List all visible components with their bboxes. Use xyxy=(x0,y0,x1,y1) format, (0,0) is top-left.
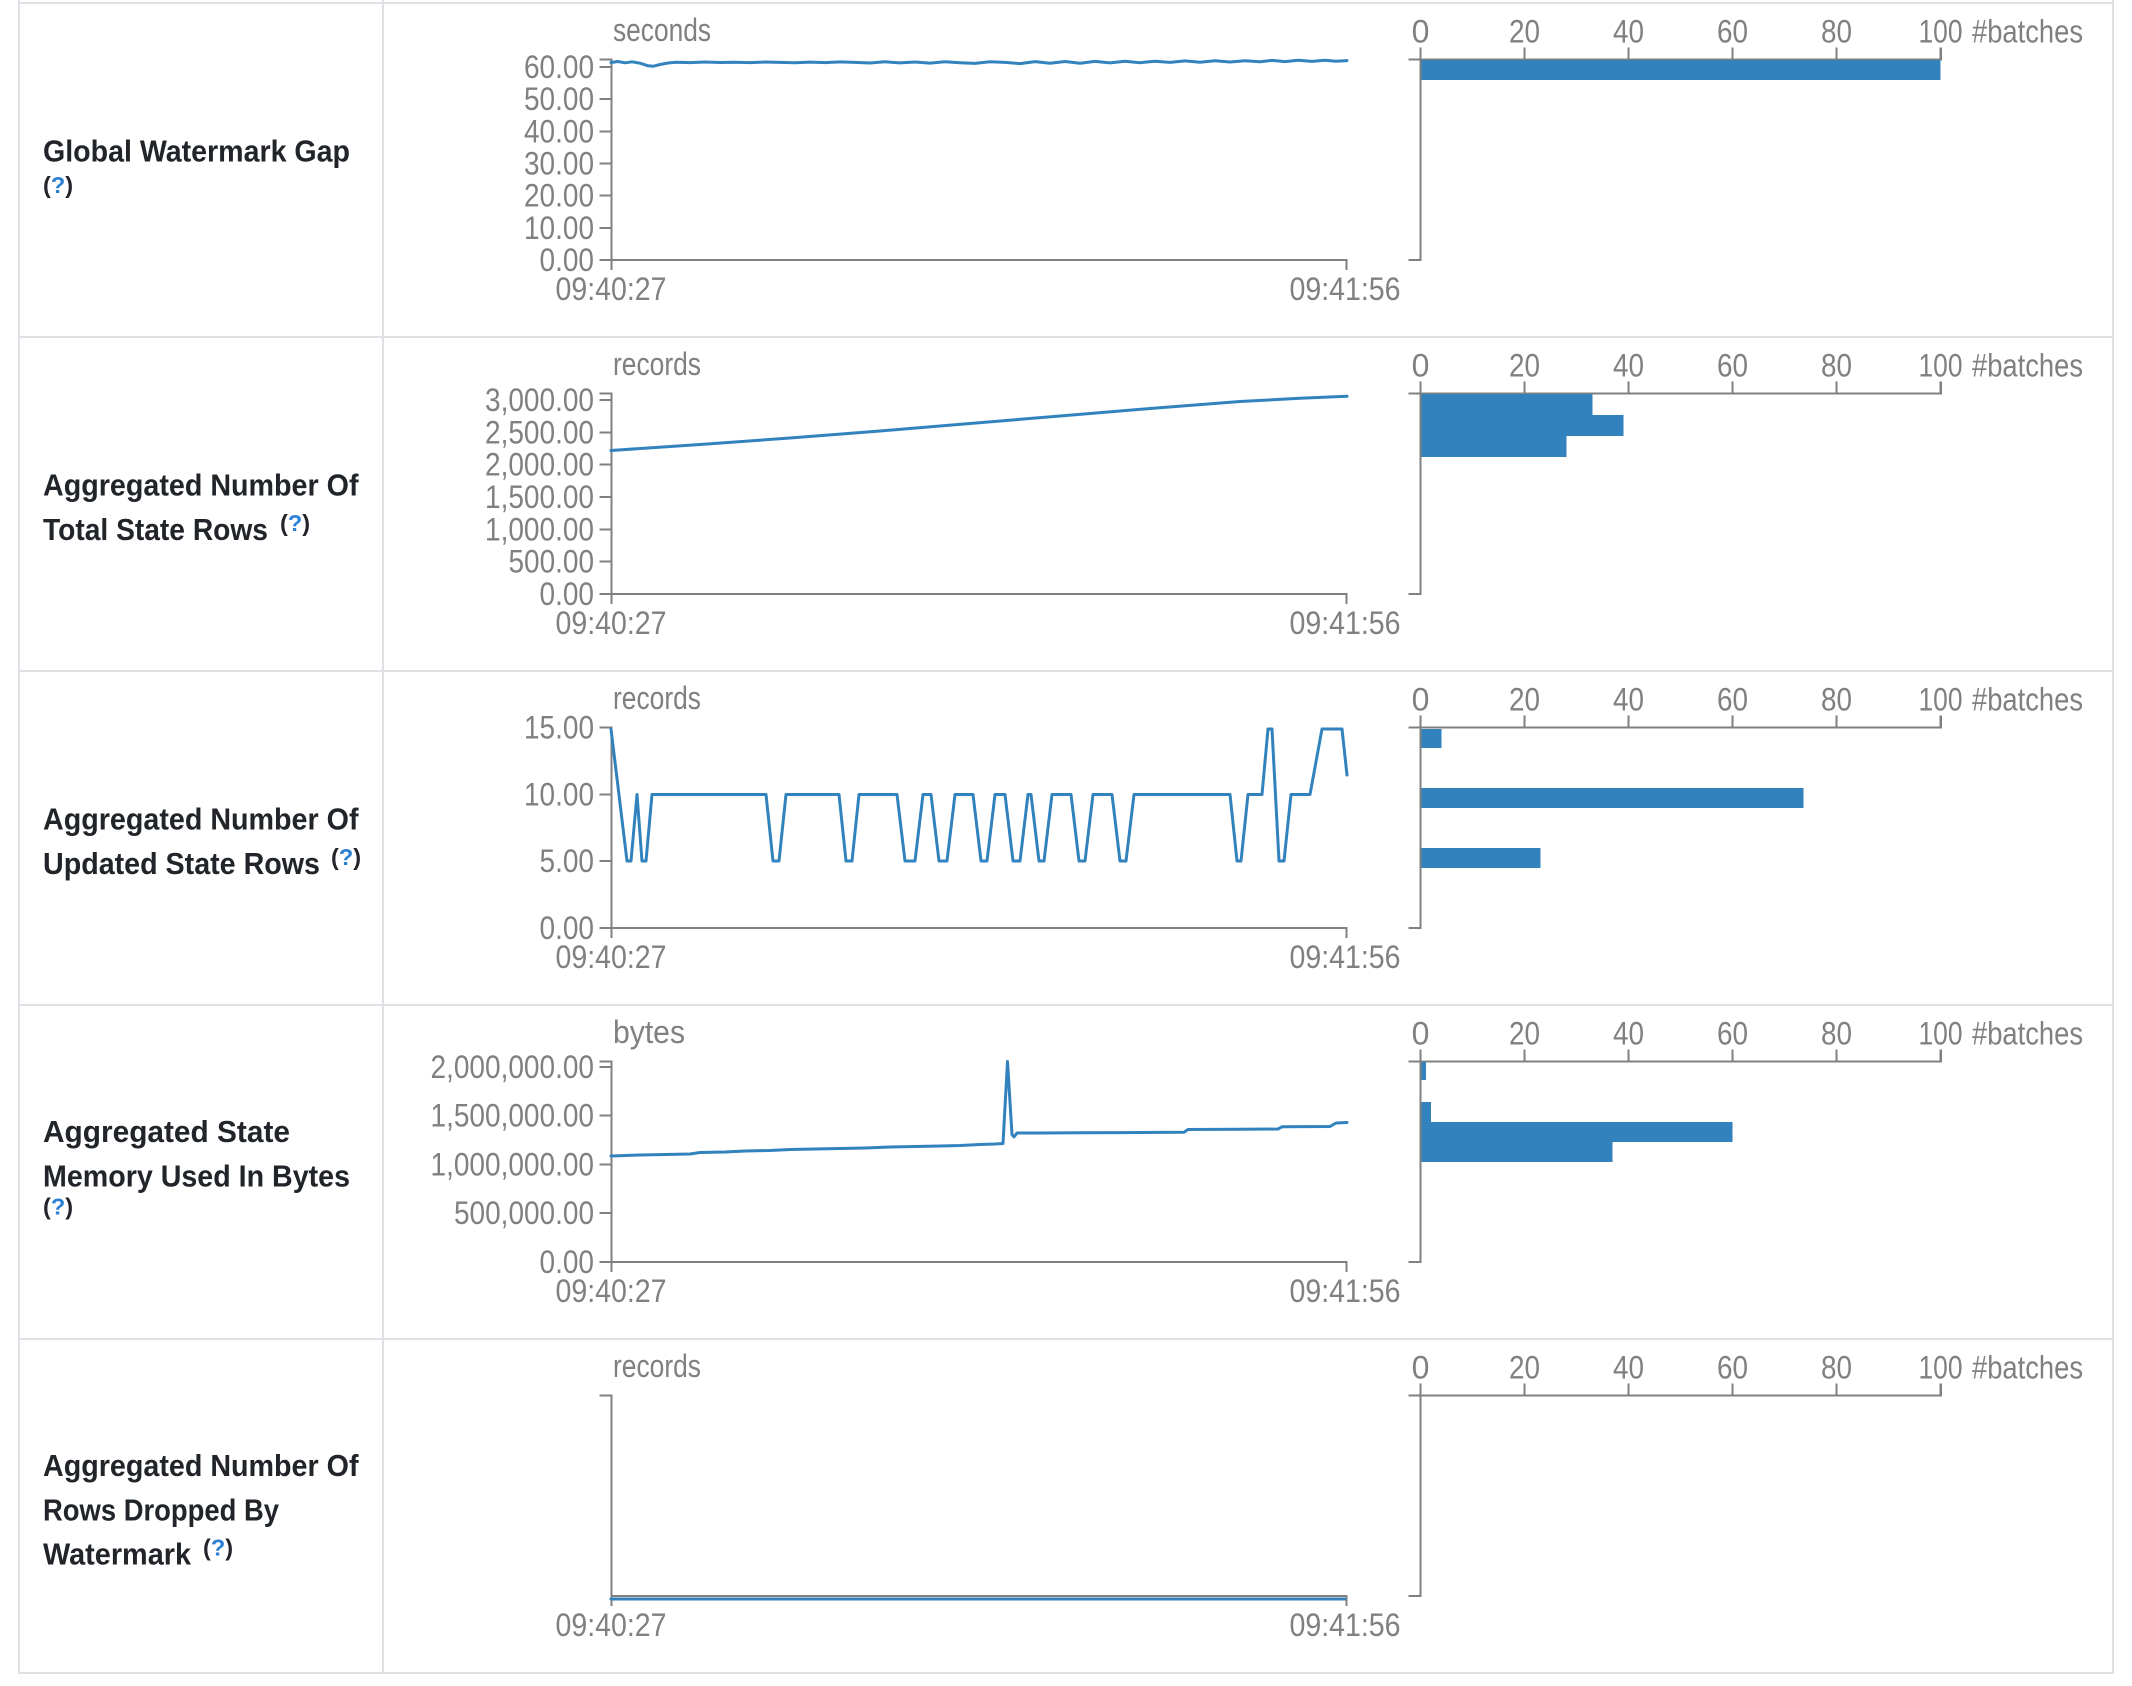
svg-text:#batches: #batches xyxy=(1972,1350,2083,1386)
svg-text:30.00: 30.00 xyxy=(524,146,594,182)
svg-text:1,500,000.00: 1,500,000.00 xyxy=(431,1098,595,1134)
svg-text:60: 60 xyxy=(1717,1350,1748,1386)
svg-text:50.00: 50.00 xyxy=(524,81,594,117)
svg-text:Updated State Rows: Updated State Rows xyxy=(43,846,320,881)
svg-text:20: 20 xyxy=(1509,1350,1540,1386)
svg-text:100: 100 xyxy=(1919,1016,1963,1052)
svg-text:(?): (?) xyxy=(331,844,361,870)
svg-text:100: 100 xyxy=(1919,348,1963,384)
svg-text:09:41:56: 09:41:56 xyxy=(1290,1273,1401,1309)
svg-text:40: 40 xyxy=(1613,1016,1644,1052)
svg-text:80: 80 xyxy=(1821,1016,1852,1052)
svg-text:records: records xyxy=(613,1348,701,1384)
svg-text:2,000,000.00: 2,000,000.00 xyxy=(431,1049,595,1085)
svg-text:80: 80 xyxy=(1821,1350,1852,1386)
svg-text:1,000.00: 1,000.00 xyxy=(485,511,594,547)
svg-text:20: 20 xyxy=(1509,682,1540,718)
svg-text:09:41:56: 09:41:56 xyxy=(1290,605,1401,641)
svg-text:09:40:27: 09:40:27 xyxy=(556,939,667,975)
svg-text:(?): (?) xyxy=(280,510,310,536)
svg-text:Aggregated Number Of: Aggregated Number Of xyxy=(43,468,359,503)
svg-text:2,000.00: 2,000.00 xyxy=(485,447,594,483)
svg-text:40.00: 40.00 xyxy=(524,113,594,149)
svg-text:Aggregated Number Of: Aggregated Number Of xyxy=(43,802,359,837)
svg-text:#batches: #batches xyxy=(1972,682,2083,718)
svg-text:Aggregated Number Of: Aggregated Number Of xyxy=(43,1448,359,1483)
svg-text:09:40:27: 09:40:27 xyxy=(556,1273,667,1309)
svg-text:40: 40 xyxy=(1613,14,1644,50)
svg-text:60: 60 xyxy=(1717,348,1748,384)
svg-text:20: 20 xyxy=(1509,14,1540,50)
svg-text:Memory Used In Bytes: Memory Used In Bytes xyxy=(43,1158,350,1193)
svg-text:0: 0 xyxy=(1412,348,1430,384)
svg-text:09:41:56: 09:41:56 xyxy=(1290,271,1401,307)
svg-text:#batches: #batches xyxy=(1972,348,2083,384)
svg-text:2,500.00: 2,500.00 xyxy=(485,414,594,450)
svg-text:Aggregated State: Aggregated State xyxy=(43,1114,290,1149)
svg-text:40: 40 xyxy=(1613,348,1644,384)
svg-text:15.00: 15.00 xyxy=(524,710,594,746)
svg-text:0: 0 xyxy=(1412,14,1430,50)
svg-text:20: 20 xyxy=(1509,348,1540,384)
svg-text:09:41:56: 09:41:56 xyxy=(1290,1607,1401,1643)
svg-text:80: 80 xyxy=(1821,348,1852,384)
svg-text:500.00: 500.00 xyxy=(509,544,595,580)
svg-text:records: records xyxy=(613,680,701,716)
svg-text:40: 40 xyxy=(1613,1350,1644,1386)
svg-text:0: 0 xyxy=(1412,682,1430,718)
svg-text:0: 0 xyxy=(1412,1016,1430,1052)
svg-text:(?): (?) xyxy=(43,172,73,198)
svg-text:60: 60 xyxy=(1717,682,1748,718)
svg-text:Watermark: Watermark xyxy=(43,1537,192,1572)
svg-text:1,000,000.00: 1,000,000.00 xyxy=(431,1147,595,1183)
svg-text:60: 60 xyxy=(1717,14,1748,50)
svg-text:3,000.00: 3,000.00 xyxy=(485,382,594,418)
svg-text:1,500.00: 1,500.00 xyxy=(485,479,594,515)
svg-text:60.00: 60.00 xyxy=(524,49,594,85)
svg-text:20.00: 20.00 xyxy=(524,178,594,214)
svg-text:500,000.00: 500,000.00 xyxy=(454,1195,594,1231)
svg-text:5.00: 5.00 xyxy=(540,843,595,879)
svg-text:records: records xyxy=(613,346,701,382)
svg-text:#batches: #batches xyxy=(1972,1016,2083,1052)
svg-text:#batches: #batches xyxy=(1972,14,2083,50)
svg-text:100: 100 xyxy=(1919,682,1963,718)
svg-text:09:40:27: 09:40:27 xyxy=(556,605,667,641)
svg-text:bytes: bytes xyxy=(613,1014,685,1050)
svg-text:09:40:27: 09:40:27 xyxy=(556,271,667,307)
svg-text:Rows Dropped By: Rows Dropped By xyxy=(43,1492,280,1527)
svg-text:100: 100 xyxy=(1919,14,1963,50)
svg-text:100: 100 xyxy=(1919,1350,1963,1386)
svg-text:0.00: 0.00 xyxy=(540,1244,595,1280)
svg-text:(?): (?) xyxy=(43,1194,73,1220)
svg-text:09:41:56: 09:41:56 xyxy=(1290,939,1401,975)
svg-text:0.00: 0.00 xyxy=(540,576,595,612)
svg-text:(?): (?) xyxy=(203,1535,233,1561)
svg-text:09:40:27: 09:40:27 xyxy=(556,1607,667,1643)
svg-text:Total State Rows: Total State Rows xyxy=(43,512,268,547)
svg-text:10.00: 10.00 xyxy=(524,776,594,812)
svg-text:60: 60 xyxy=(1717,1016,1748,1052)
svg-text:40: 40 xyxy=(1613,682,1644,718)
svg-text:0.00: 0.00 xyxy=(540,242,595,278)
svg-text:10.00: 10.00 xyxy=(524,210,594,246)
svg-text:20: 20 xyxy=(1509,1016,1540,1052)
svg-text:80: 80 xyxy=(1821,14,1852,50)
svg-text:Global Watermark Gap: Global Watermark Gap xyxy=(43,133,350,168)
svg-text:0.00: 0.00 xyxy=(540,910,595,946)
svg-text:seconds: seconds xyxy=(613,12,711,48)
svg-text:80: 80 xyxy=(1821,682,1852,718)
svg-text:0: 0 xyxy=(1412,1350,1430,1386)
